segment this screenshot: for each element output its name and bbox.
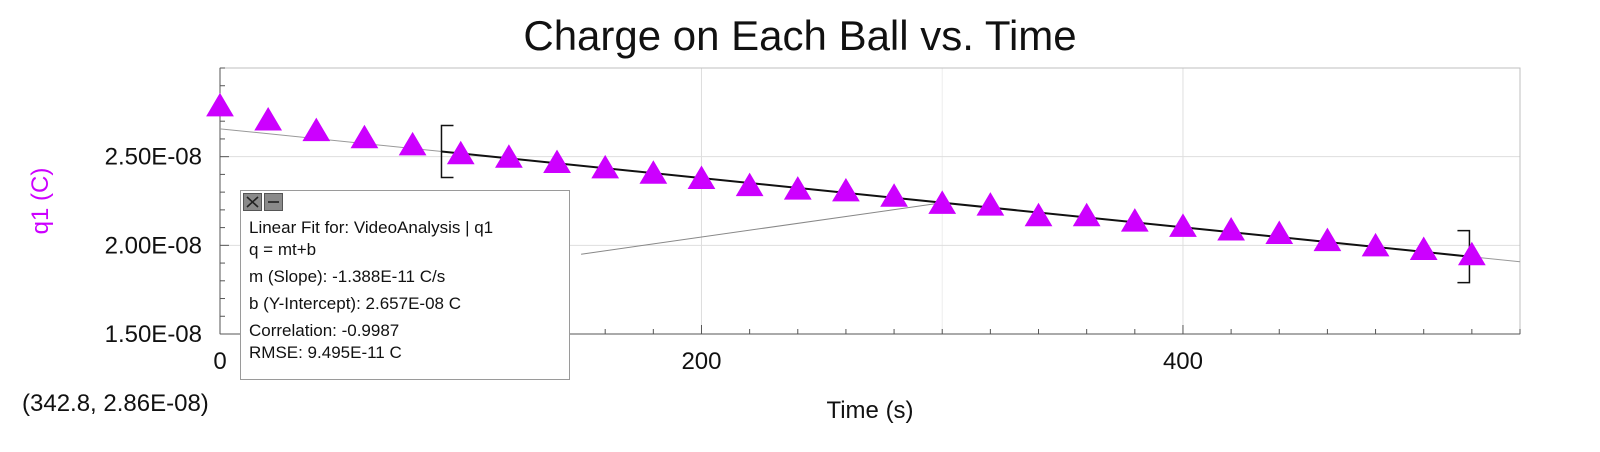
data-point (880, 183, 908, 207)
x-tick-label: 200 (681, 348, 721, 375)
fit-range-bracket (440, 124, 454, 179)
data-point (976, 192, 1005, 216)
fit-rmse: RMSE: 9.495E-11 C (249, 343, 402, 362)
minimize-icon (268, 201, 279, 203)
data-point (687, 165, 716, 190)
tick-labels: 0 200 400 1.50E-08 2.00E-08 2.50E-08 (105, 144, 1203, 375)
data-point (639, 160, 668, 184)
y-axis-title: q1 (C) (27, 168, 54, 235)
data-point (1072, 202, 1101, 227)
fit-correlation: Correlation: -0.9987 (249, 321, 400, 340)
y-tick-label: 2.00E-08 (105, 232, 202, 259)
data-point (1217, 216, 1245, 241)
x-tick-label: 400 (1163, 348, 1203, 375)
data-point (446, 140, 475, 165)
fit-equation: q = mt+b (249, 240, 317, 259)
close-icon (246, 196, 259, 208)
annotation-leader-line (581, 202, 943, 255)
data-point (783, 176, 812, 200)
data-point (591, 154, 620, 179)
data-point (735, 172, 764, 197)
fit-header: Linear Fit for: VideoAnalysis | q1 (249, 218, 494, 237)
data-point (254, 107, 283, 131)
data-point (832, 177, 860, 202)
fit-line (441, 150, 1470, 258)
data-point (398, 131, 427, 156)
data-point (350, 124, 379, 149)
coordinate-readout: (342.8, 2.86E-08) (22, 390, 209, 417)
data-point (928, 190, 957, 214)
data-point (302, 117, 331, 142)
data-point (495, 144, 523, 168)
data-point (1265, 220, 1294, 244)
fit-intercept: b (Y-Intercept): 2.657E-08 C (249, 294, 461, 313)
linear-fit-box[interactable]: Linear Fit for: VideoAnalysis | q1 q = m… (240, 190, 570, 380)
x-axis-title: Time (s) (826, 397, 913, 424)
data-point (1409, 236, 1438, 260)
data-point (543, 149, 571, 174)
data-point (1120, 208, 1149, 232)
data-point (206, 92, 234, 117)
data-point (1457, 241, 1486, 266)
fit-slope: m (Slope): -1.388E-11 C/s (249, 267, 446, 286)
y-tick-label: 2.50E-08 (105, 144, 202, 171)
x-tick-label: 0 (213, 348, 226, 375)
close-fit-button[interactable] (243, 193, 262, 211)
series-q1 (206, 92, 1486, 266)
data-point (1024, 202, 1053, 227)
chart-title: Charge on Each Ball vs. Time (523, 12, 1077, 59)
collapse-fit-button[interactable] (264, 193, 283, 211)
y-tick-label: 1.50E-08 (105, 321, 202, 348)
data-point (1313, 227, 1342, 252)
data-point (1169, 213, 1197, 237)
data-point (1361, 232, 1390, 257)
